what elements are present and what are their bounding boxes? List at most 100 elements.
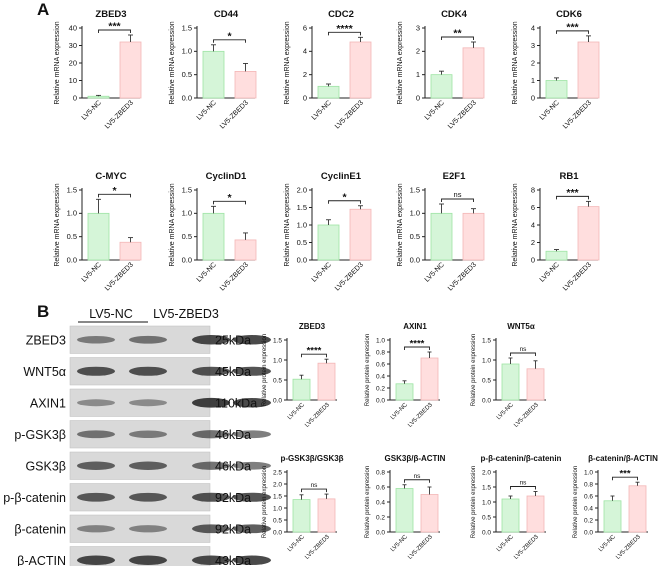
x-tick-label: LV5-NC <box>81 261 103 283</box>
y-tick-label: 0.4 <box>376 499 385 506</box>
chart-title: CyclinE1 <box>321 171 362 182</box>
y-tick-label: 1.0 <box>273 357 282 364</box>
x-tick-label: LV5-ZBED3 <box>513 402 540 429</box>
y-tick-label: 3 <box>531 41 535 50</box>
x-tick-label: LV5-NC <box>287 402 306 421</box>
x-tick-label: LV5-ZBED3 <box>219 99 250 130</box>
significance-label: ns <box>520 480 528 487</box>
chart-title: CDC2 <box>328 9 354 20</box>
significance-label: **** <box>336 23 353 35</box>
y-tick-label: 1.5 <box>182 185 192 194</box>
blot-band <box>129 556 167 565</box>
y-tick-label: 0.8 <box>584 481 593 488</box>
y-axis-label: Relative mRNA expression <box>169 21 176 104</box>
x-tick-label: LV5-ZBED3 <box>304 534 331 561</box>
chart-title: β-catenin/β-ACTIN <box>588 454 658 463</box>
significance-bracket <box>442 199 474 202</box>
x-tick-label: LV5-ZBED3 <box>304 402 331 429</box>
chart-title: CDK6 <box>556 9 582 20</box>
y-tick-label: 2.0 <box>273 481 282 488</box>
protein-label: β-ACTIN <box>17 554 66 566</box>
y-axis-label: Relative mRNA expression <box>397 183 404 266</box>
y-tick-label: 20 <box>69 58 77 67</box>
blot-band <box>129 462 167 470</box>
blot-band <box>129 336 167 344</box>
y-tick-label: 0.0 <box>182 255 192 264</box>
x-tick-label: LV5-NC <box>390 534 409 553</box>
y-tick-label: 1 <box>416 70 420 79</box>
x-tick-label: LV5-NC <box>196 99 218 121</box>
bar-lv5-zbed3 <box>318 499 335 532</box>
significance-label: **** <box>410 339 425 350</box>
x-tick-label: LV5-NC <box>311 99 333 121</box>
y-tick-label: 0.0 <box>482 529 491 536</box>
y-tick-label: 0.8 <box>376 469 385 476</box>
y-tick-label: 1.0 <box>482 357 491 364</box>
bar-lv5-zbed3 <box>318 363 335 400</box>
y-tick-label: 0.2 <box>376 385 385 392</box>
x-tick-label: LV5-ZBED3 <box>104 99 135 130</box>
chart-title: RB1 <box>559 171 579 182</box>
bar-lv5-nc <box>203 213 224 260</box>
bar-chart--catenin-actin: β-catenin/β-ACTIN0.00.20.40.60.81.0Relat… <box>542 450 662 566</box>
significance-label: * <box>227 30 232 42</box>
bar-lv5-nc <box>293 379 310 400</box>
y-tick-label: 1.5 <box>67 185 77 194</box>
protein-label: p-GSK3β <box>14 428 66 442</box>
chart-title: E2F1 <box>443 171 466 182</box>
y-tick-label: 0.2 <box>376 514 385 521</box>
bar-lv5-zbed3 <box>421 495 438 533</box>
chart-title: WNT5α <box>507 322 535 331</box>
y-tick-label: 1.5 <box>182 23 192 32</box>
significance-bracket <box>511 353 536 356</box>
bar-lv5-nc <box>546 251 567 260</box>
y-tick-label: 0.4 <box>584 505 593 512</box>
y-tick-label: 0.6 <box>584 493 593 500</box>
bar-lv5-nc <box>431 75 452 98</box>
y-tick-label: 0.0 <box>482 397 491 404</box>
x-tick-label: LV5-NC <box>539 99 561 121</box>
y-tick-label: 30 <box>69 41 77 50</box>
x-tick-label: LV5-ZBED3 <box>334 99 365 130</box>
x-tick-label: LV5-NC <box>81 99 103 121</box>
x-tick-label: LV5-ZBED3 <box>104 261 135 292</box>
bar-lv5-zbed3 <box>235 71 256 98</box>
chart-title: GSK3β/β-ACTIN <box>385 454 446 463</box>
y-tick-label: 0.6 <box>376 361 385 368</box>
y-tick-label: 0.6 <box>376 484 385 491</box>
y-tick-label: 2 <box>303 70 307 79</box>
x-tick-label: LV5-ZBED3 <box>447 99 478 130</box>
y-axis-label: Relative protein expression <box>365 466 371 538</box>
bar-lv5-nc <box>396 489 413 533</box>
blot-band <box>77 430 115 438</box>
y-tick-label: 0.5 <box>273 517 282 524</box>
group-label-zbed3: LV5-ZBED3 <box>153 307 219 321</box>
y-tick-label: 6 <box>303 23 307 32</box>
y-tick-label: 0.0 <box>410 255 420 264</box>
blot-band <box>129 493 167 502</box>
x-tick-label: LV5-NC <box>496 402 515 421</box>
y-tick-label: 4 <box>531 220 535 229</box>
y-tick-label: 0.2 <box>584 517 593 524</box>
y-axis-label: Relative mRNA expression <box>169 183 176 266</box>
protein-label: WNT5α <box>23 365 66 379</box>
x-tick-label: LV5-NC <box>287 534 306 553</box>
protein-label: β-catenin <box>14 522 66 536</box>
y-axis-label: Relative protein expression <box>573 466 579 538</box>
bar-lv5-zbed3 <box>578 42 599 98</box>
significance-bracket <box>511 487 536 490</box>
x-tick-label: LV5-ZBED3 <box>447 261 478 292</box>
bar-lv5-nc <box>318 225 339 260</box>
bar-chart-p-gsk3-gsk3-: p-GSK3β/GSK3β0.00.51.01.52.02.5Relative … <box>231 450 351 566</box>
y-axis-label: Relative mRNA expression <box>284 183 291 266</box>
y-tick-label: 1.0 <box>297 220 307 229</box>
bar-lv5-zbed3 <box>421 358 438 400</box>
blot-band <box>77 367 115 376</box>
y-tick-label: 0.0 <box>376 529 385 536</box>
x-tick-label: LV5-ZBED3 <box>513 534 540 561</box>
y-axis-label: Relative protein expression <box>262 334 268 406</box>
